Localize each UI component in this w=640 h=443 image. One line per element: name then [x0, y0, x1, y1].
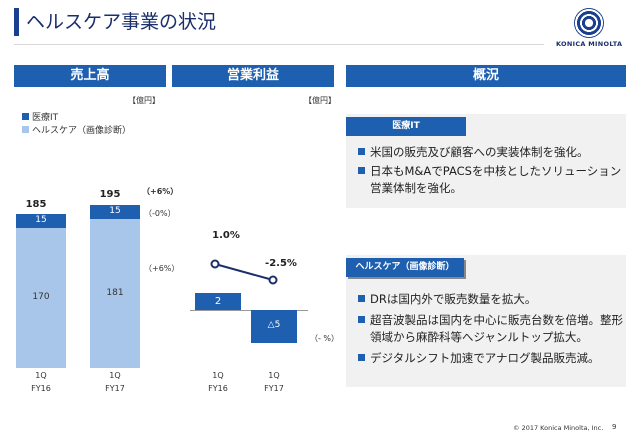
title-accent — [14, 8, 19, 36]
overview-it-bullet-1: 米国の販売及び顧客への実装体制を強化。 — [358, 144, 620, 161]
margin-fy16: 1.0% — [212, 230, 240, 241]
legend-label-it: 医療IT — [32, 113, 59, 123]
overview-hc-bullet-3: デジタルシフト加速でアナログ製品販売減。 — [358, 350, 620, 367]
sales-growth-hc: （+6%） — [144, 264, 180, 273]
bullet-marker-icon — [358, 148, 365, 155]
sales-unit: 【億円】 — [128, 96, 160, 105]
margin-fy17: -2.5% — [265, 258, 297, 269]
profit-zero-line — [190, 310, 308, 311]
bar-hc-fy17 — [90, 219, 140, 368]
overview-it-bullet-2: 日本もM&AでPACSを中核としたソリューション営業体制を強化。 — [358, 163, 632, 197]
overview-it-head: 医療IT — [346, 117, 466, 136]
bullet-marker-icon — [358, 354, 365, 361]
bullet-marker-icon — [358, 295, 365, 302]
page-title: ヘルスケア事業の状況 — [26, 11, 217, 33]
sales-growth-it: （-0%） — [144, 209, 176, 218]
bar-hc-fy16 — [16, 228, 66, 368]
legend-label-hc: ヘルスケア（画像診断） — [32, 126, 132, 136]
company-logo-text: KONICA MINOLTA — [556, 40, 623, 48]
overview-hc-bullet-1: DRは国内外で販売数量を拡大。 — [358, 291, 620, 308]
bar-it-fy17 — [90, 205, 140, 219]
x-label-year-fy16: FY16 — [31, 384, 51, 393]
margin-line-segment — [214, 263, 274, 281]
page-number: 9 — [612, 423, 617, 431]
profit-x-year-fy16: FY16 — [208, 384, 228, 393]
margin-point-fy16 — [210, 259, 220, 269]
profit-unit: 【億円】 — [304, 96, 336, 105]
profit-x-quarter-fy17: 1Q — [268, 371, 280, 380]
sales-total-fy17: 195 — [99, 189, 121, 200]
section-head-overview: 概況 — [346, 65, 626, 87]
overview-hc-bullet-2: 超音波製品は国内を中心に販売台数を倍増。整形領域から麻酔科等へジャンルトップ拡大… — [358, 312, 632, 346]
overview-hc-head: ヘルスケア（画像診断） — [346, 258, 464, 277]
profit-change: （- %） — [310, 334, 340, 343]
bullet-text: 日本もM&AでPACSを中核としたソリューション営業体制を強化。 — [370, 164, 622, 195]
bullet-marker-icon — [358, 167, 365, 174]
company-logo-icon — [574, 8, 604, 38]
bar-profit-fy17-label: △5 — [267, 320, 281, 330]
bullet-text: デジタルシフト加速でアナログ製品販売減。 — [370, 351, 600, 365]
bar-it-fy16-label: 15 — [35, 215, 47, 225]
sales-total-fy16: 185 — [25, 199, 47, 210]
margin-point-fy17 — [268, 275, 278, 285]
legend-swatch-it — [22, 113, 29, 120]
section-head-sales: 売上高 — [14, 65, 166, 87]
section-head-profit: 営業利益 — [172, 65, 334, 87]
bar-it-fy17-label: 15 — [109, 206, 121, 216]
bullet-text: 米国の販売及び顧客への実装体制を強化。 — [370, 145, 589, 159]
x-label-quarter-fy16: 1Q — [35, 371, 47, 380]
legend-swatch-hc — [22, 126, 29, 133]
overview-hc-box — [346, 255, 626, 387]
bar-profit-fy16 — [195, 293, 241, 310]
footer-copyright: © 2017 Konica Minolta, Inc. — [513, 424, 604, 432]
margin-line — [210, 259, 278, 285]
sales-growth-total: （+6%） — [142, 187, 179, 196]
bar-hc-fy16-label: 170 — [32, 292, 50, 302]
title-divider — [14, 44, 544, 45]
bullet-marker-icon — [358, 316, 365, 323]
bullet-text: DRは国内外で販売数量を拡大。 — [370, 292, 537, 306]
bar-profit-fy16-label: 2 — [214, 296, 222, 307]
bullet-text: 超音波製品は国内を中心に販売台数を倍増。整形領域から麻酔科等へジャンルトップ拡大… — [370, 313, 623, 344]
profit-x-year-fy17: FY17 — [264, 384, 284, 393]
title-bar — [0, 0, 640, 46]
x-label-quarter-fy17: 1Q — [109, 371, 121, 380]
bar-profit-fy17 — [251, 310, 297, 343]
profit-x-quarter-fy16: 1Q — [212, 371, 224, 380]
bar-it-fy16 — [16, 214, 66, 228]
x-label-year-fy17: FY17 — [105, 384, 125, 393]
bar-hc-fy17-label: 181 — [106, 288, 124, 298]
